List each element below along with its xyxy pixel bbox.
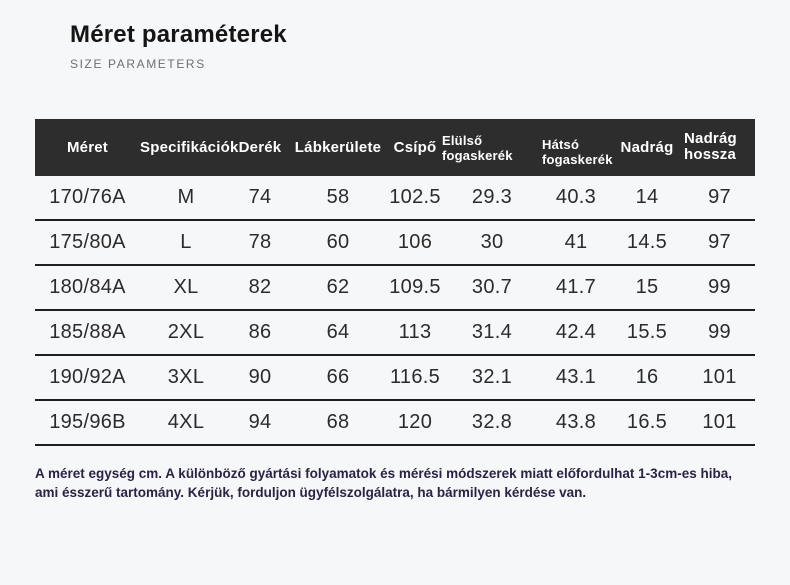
table-cell: XL — [173, 276, 199, 298]
table-cell: 60 — [326, 231, 350, 253]
table-cell: 106 — [397, 231, 433, 253]
table-cell: 97 — [708, 186, 731, 208]
table-cell: 170/76A — [49, 186, 126, 208]
table-cell: 16.5 — [626, 411, 668, 433]
table-cell: 4XL — [167, 411, 205, 433]
table-row: 175/80A L 78 60 106 30 41 14.5 97 — [35, 220, 755, 265]
size-note: A méret egység cm. A különböző gyártási … — [35, 466, 732, 500]
table-cell: 40.3 — [555, 186, 597, 208]
table-cell: 2XL — [167, 321, 205, 343]
table-cell: 68 — [326, 411, 350, 433]
table-cell: 42.4 — [555, 321, 597, 343]
table-cell: 43.8 — [555, 411, 597, 433]
table-cell: 62 — [326, 276, 350, 298]
table-cell: 30 — [480, 231, 504, 253]
table-cell: L — [180, 231, 192, 253]
table-row: 190/92A 3XL 90 66 116.5 32.1 43.1 16 101 — [35, 355, 755, 400]
column-header-csipo: Csípő — [393, 139, 437, 157]
column-header-nadrag: Nadrág — [620, 139, 674, 157]
table-cell: 14.5 — [626, 231, 668, 253]
table-cell: 101 — [702, 411, 737, 433]
table-cell: 66 — [326, 366, 350, 388]
table-body: 170/76A M 74 58 102.5 29.3 40.3 14 97 17… — [35, 176, 755, 445]
table-cell: 41 — [564, 231, 588, 253]
table-cell: 82 — [248, 276, 272, 298]
table-cell: 14 — [635, 186, 659, 208]
column-header-labkerulete: Lábkerülete — [294, 139, 382, 157]
column-header-specifikaciok: Specifikációk — [140, 139, 239, 157]
table-cell: 109.5 — [389, 276, 441, 298]
table-cell: 175/80A — [49, 231, 126, 253]
table-cell: 41.7 — [555, 276, 597, 298]
table-cell: 32.1 — [471, 366, 513, 388]
table-cell: 58 — [326, 186, 350, 208]
page-title: Méret paraméterek — [70, 21, 287, 48]
table-cell: 99 — [708, 321, 731, 343]
table-row: 195/96B 4XL 94 68 120 32.8 43.8 16.5 101 — [35, 400, 755, 445]
table-cell: 116.5 — [389, 366, 441, 388]
table-cell: 86 — [248, 321, 272, 343]
column-header-nadrag-hossza: Nadrág hossza — [684, 129, 737, 163]
table-cell: 99 — [708, 276, 731, 298]
table-cell: 190/92A — [49, 366, 126, 388]
table-cell: 102.5 — [389, 186, 441, 208]
size-parameters-page: Méret paraméterek SIZE PARAMETERS Méret … — [0, 20, 790, 502]
table-row: 170/76A M 74 58 102.5 29.3 40.3 14 97 — [35, 176, 755, 220]
table-row: 180/84A XL 82 62 109.5 30.7 41.7 15 99 — [35, 265, 755, 310]
column-header-derek: Derék — [238, 139, 282, 157]
table-cell: 101 — [702, 366, 737, 388]
table-cell: 78 — [248, 231, 272, 253]
table-cell: 120 — [397, 411, 433, 433]
table-cell: 3XL — [167, 366, 205, 388]
table-cell: 16 — [635, 366, 659, 388]
table-cell: M — [177, 186, 195, 208]
page-subtitle: SIZE PARAMETERS — [70, 57, 206, 71]
table-cell: 43.1 — [555, 366, 597, 388]
table-cell: 180/84A — [49, 276, 126, 298]
column-header-hatso-fogaskerek: Hátsó fogaskerék — [542, 136, 613, 167]
table-row: 185/88A 2XL 86 64 113 31.4 42.4 15.5 99 — [35, 310, 755, 355]
size-table: Méret Specifikációk Derék Lábkerülete Cs… — [35, 119, 755, 446]
table-cell: 15.5 — [626, 321, 668, 343]
table-cell: 15 — [635, 276, 659, 298]
table-cell: 94 — [248, 411, 272, 433]
table-cell: 31.4 — [471, 321, 513, 343]
table-cell: 29.3 — [471, 186, 513, 208]
table-header-row: Méret Specifikációk Derék Lábkerülete Cs… — [35, 119, 755, 176]
table-cell: 185/88A — [49, 321, 126, 343]
column-header-elulso-fogaskerek: Elülső fogaskerék — [442, 132, 513, 163]
table-cell: 195/96B — [49, 411, 126, 433]
table-cell: 113 — [398, 321, 432, 343]
table-cell: 32.8 — [471, 411, 513, 433]
table-cell: 74 — [248, 186, 272, 208]
column-header-meret: Méret — [66, 139, 108, 157]
table-cell: 64 — [326, 321, 350, 343]
table-cell: 30.7 — [471, 276, 513, 298]
table-cell: 90 — [248, 366, 272, 388]
table-cell: 97 — [708, 231, 731, 253]
